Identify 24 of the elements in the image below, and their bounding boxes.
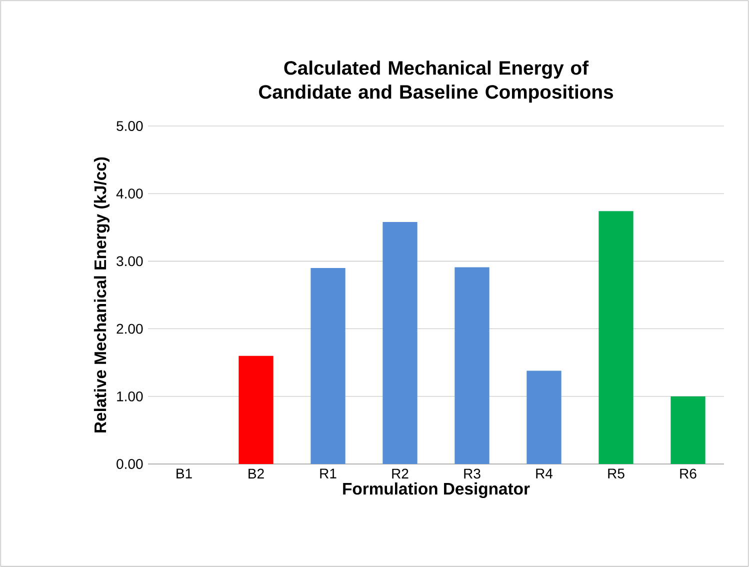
x-axis-title: Formulation Designator [343, 482, 530, 498]
x-tick-label: R4 [536, 468, 553, 478]
x-tick-label: R6 [680, 468, 696, 479]
y-axis-title: Relative Mechanical Energy (kJ/cc) [94, 157, 110, 432]
x-tick-label: R3 [464, 468, 480, 479]
chart-title: Calculated Mechanical Energy of Candidate and Baseline Compositions [259, 60, 613, 103]
x-tick-label: R1 [320, 468, 336, 478]
bar [670, 396, 706, 464]
bar [238, 356, 274, 464]
bar [310, 268, 346, 464]
x-tick-label: B1 [176, 468, 192, 478]
y-tick-label: 4.00 [116, 188, 143, 199]
bar [526, 370, 562, 464]
x-tick-label: R5 [608, 468, 624, 478]
bar [382, 222, 418, 464]
y-tick-label: 0.00 [116, 459, 143, 469]
bar [598, 211, 634, 464]
y-tick-label: 1.00 [117, 391, 143, 402]
x-tick-label: R2 [392, 468, 408, 478]
bar [454, 267, 490, 464]
y-tick-label: 5.00 [116, 121, 143, 131]
y-tick-label: 2.00 [116, 324, 143, 334]
y-tick-label: 3.00 [116, 256, 143, 266]
x-tick-label: B2 [248, 468, 264, 478]
